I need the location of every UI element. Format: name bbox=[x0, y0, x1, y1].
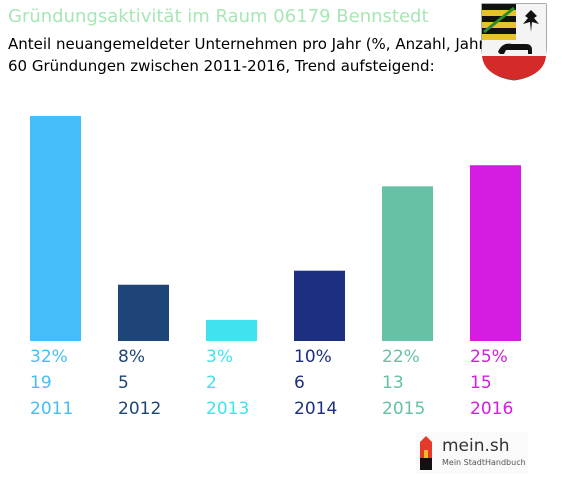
bar-2013 bbox=[206, 319, 257, 341]
year-label: 2014 bbox=[294, 399, 338, 419]
bar-label-group-2013: 3% 2 2013 bbox=[206, 344, 286, 422]
chart-subtitle-line2: 60 Gründungen zwischen 2011-2016, Trend … bbox=[8, 57, 435, 75]
count-label: 13 bbox=[382, 373, 404, 393]
coat-of-arms-icon bbox=[481, 3, 547, 81]
mein-sh-logo bbox=[416, 432, 528, 474]
count-label: 6 bbox=[294, 373, 305, 393]
percent-label: 22% bbox=[382, 347, 420, 367]
percent-label: 8% bbox=[118, 347, 145, 367]
count-label: 15 bbox=[470, 373, 492, 393]
chart-title: Gründungsaktivität im Raum 06179 Bennste… bbox=[8, 6, 429, 27]
percent-label: 10% bbox=[294, 347, 332, 367]
bar-label-group-2011: 32% 19 2011 bbox=[30, 344, 110, 422]
bar-2016 bbox=[470, 165, 521, 341]
bar-label-group-2012: 8% 5 2012 bbox=[118, 344, 198, 422]
percent-label: 25% bbox=[470, 347, 508, 367]
logo-text: mein.sh bbox=[442, 436, 510, 456]
percent-label: 32% bbox=[30, 347, 68, 367]
logo-subtext: Mein StadtHandbuch bbox=[442, 458, 526, 467]
bar-2011 bbox=[30, 116, 81, 341]
bar-label-group-2014: 10% 6 2014 bbox=[294, 344, 374, 422]
bar-label-group-2015: 22% 13 2015 bbox=[382, 344, 462, 422]
year-label: 2011 bbox=[30, 399, 74, 419]
year-label: 2015 bbox=[382, 399, 426, 419]
count-label: 5 bbox=[118, 373, 129, 393]
percent-label: 3% bbox=[206, 347, 233, 367]
year-label: 2013 bbox=[206, 399, 250, 419]
year-label: 2012 bbox=[118, 399, 162, 419]
bar-2014 bbox=[294, 270, 345, 341]
bar-2012 bbox=[118, 284, 169, 341]
bar-2015 bbox=[382, 186, 433, 341]
count-label: 2 bbox=[206, 373, 217, 393]
bar-label-group-2016: 25% 15 2016 bbox=[470, 344, 550, 422]
count-label: 19 bbox=[30, 373, 52, 393]
year-label: 2016 bbox=[470, 399, 514, 419]
chart-subtitle-line1: Anteil neuangemeldeter Unternehmen pro J… bbox=[8, 35, 491, 53]
